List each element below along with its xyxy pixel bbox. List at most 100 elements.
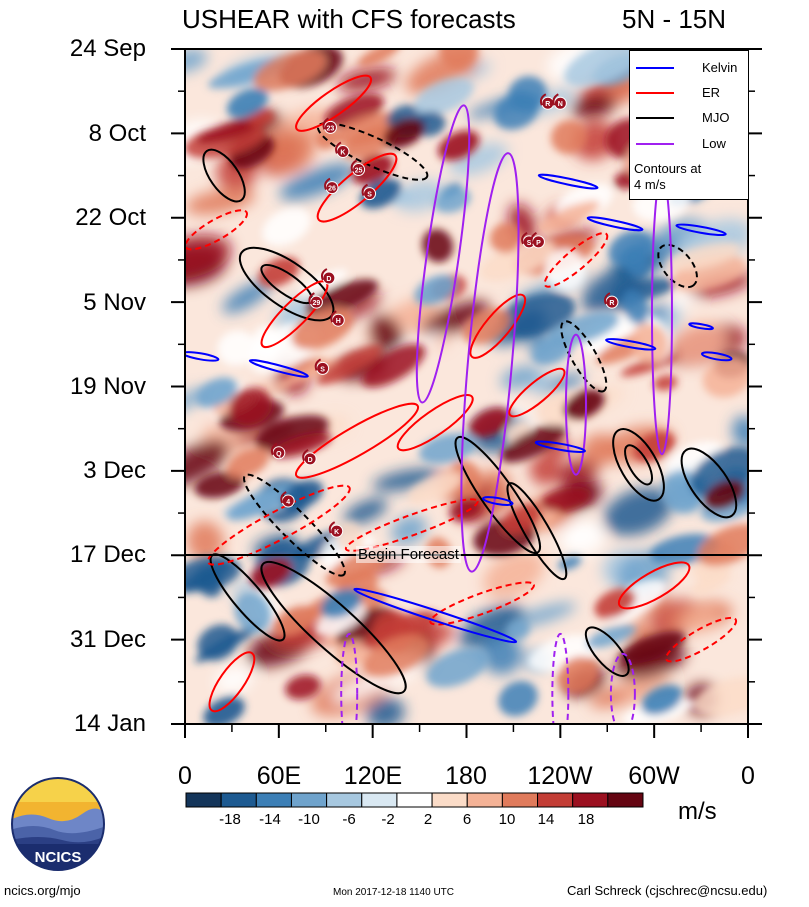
- legend-note: Contours at: [634, 161, 702, 176]
- low-contour: [340, 632, 359, 724]
- anomaly-core: [195, 377, 237, 408]
- colorbar-tick-label: -18: [219, 811, 241, 828]
- colorbar-swatch: [431, 792, 468, 808]
- storm-marker-label: H: [336, 318, 341, 325]
- x-tick-label: 60W: [628, 762, 680, 790]
- storm-marker: R: [539, 93, 555, 110]
- anomaly-patch: [557, 656, 600, 694]
- legend-swatch-mjo: [636, 117, 674, 119]
- anomaly-patch: [390, 515, 427, 545]
- anomaly-patch: [550, 119, 588, 155]
- anomaly-patch: [564, 49, 643, 87]
- anomaly-patch: [426, 647, 489, 688]
- x-tick-label: 0: [741, 762, 755, 790]
- anomaly-patch: [462, 61, 492, 80]
- anomaly-patch: [506, 619, 530, 640]
- footer-url[interactable]: ncics.org/mjo: [4, 883, 81, 898]
- storm-marker-label: P: [536, 240, 541, 247]
- anomaly-patch: [263, 128, 316, 174]
- anomaly-core: [641, 684, 683, 715]
- colorbar-tick-label: -10: [298, 811, 320, 828]
- anomaly-core: [563, 389, 605, 420]
- anomaly-patch: [489, 222, 523, 254]
- y-tick-label: 19 Nov: [69, 373, 146, 400]
- anomaly-patch: [439, 49, 478, 69]
- anomaly-patch: [691, 569, 732, 596]
- anomaly-patch: [536, 200, 600, 233]
- er-contour: [617, 561, 691, 610]
- anomaly-patch: [365, 697, 405, 724]
- mjo-contour: [454, 435, 542, 555]
- y-tick-label: 8 Oct: [88, 120, 146, 147]
- colorbar-swatch: [326, 792, 363, 808]
- anomaly-patch: [498, 680, 538, 717]
- er-contour: [208, 651, 256, 713]
- anomaly-patch: [693, 677, 748, 717]
- anomaly-patch: [666, 242, 741, 271]
- colorbar-tick-label: 18: [577, 811, 595, 828]
- anomaly-patch: [285, 674, 321, 700]
- colorbar-swatch: [466, 792, 503, 808]
- anomaly-patch: [414, 77, 474, 116]
- mjo-contour: [260, 560, 407, 695]
- mjo-contour: [202, 148, 246, 203]
- kelvin-contour: [700, 351, 733, 362]
- anomaly-core: [414, 275, 456, 306]
- storm-marker-label: K: [334, 529, 339, 536]
- anomaly-core: [531, 335, 574, 366]
- anomaly-patch: [499, 292, 576, 337]
- anomaly-patch: [620, 631, 686, 664]
- anomaly-patch: [226, 447, 270, 479]
- legend-swatch-low: [636, 143, 674, 145]
- storm-marker-label: R: [609, 300, 614, 307]
- anomaly-core: [703, 479, 746, 510]
- colorbar-swatch: [501, 792, 539, 808]
- anomaly-patch: [185, 49, 208, 73]
- colorbar-swatch: [396, 792, 433, 808]
- er-contour: [206, 484, 351, 566]
- storm-marker-label: D: [308, 457, 313, 464]
- storm-marker-label: 23: [327, 125, 335, 132]
- mjo-contour: [560, 320, 608, 393]
- storm-marker-label: 26: [328, 186, 336, 193]
- er-contour: [344, 498, 479, 552]
- anomaly-patch: [508, 76, 548, 112]
- legend-label: Kelvin: [702, 60, 738, 75]
- colorbar-swatch: [361, 792, 398, 808]
- er-contour: [429, 581, 535, 626]
- anomaly-core: [226, 88, 269, 119]
- anomaly-patch: [394, 180, 447, 212]
- storm-marker-label: S: [367, 192, 372, 199]
- storm-marker-label: N: [558, 101, 563, 108]
- footer-credit: Carl Schreck (cjschrec@ncsu.edu): [567, 883, 768, 898]
- anomaly-core: [203, 696, 245, 724]
- colorbar-tick-label: 6: [462, 811, 472, 828]
- chart-title: USHEAR with CFS forecasts: [182, 4, 516, 34]
- anomaly-patch: [194, 471, 245, 499]
- storm-marker: 23: [322, 117, 337, 134]
- mjo-contour: [242, 473, 346, 577]
- anomaly-patch: [270, 432, 332, 459]
- anomaly-patch: [343, 498, 388, 525]
- anomaly-patch: [361, 343, 426, 388]
- kelvin-contour: [248, 359, 309, 378]
- anomaly-patch: [229, 388, 273, 426]
- anomaly-patch: [372, 468, 442, 491]
- colorbar-swatch: [220, 792, 257, 808]
- storm-marker-label: D: [326, 276, 331, 283]
- anomaly-patch: [500, 423, 567, 463]
- storm-marker-label: 4: [286, 499, 290, 506]
- anomaly-patch: [342, 124, 399, 160]
- storm-marker-label: S: [320, 366, 325, 373]
- anomaly-core: [633, 431, 675, 462]
- anomaly-patch: [458, 604, 524, 650]
- storm-marker-label: 25: [355, 168, 363, 175]
- anomaly-core: [469, 407, 511, 438]
- x-tick-label: 120W: [527, 762, 593, 790]
- anomaly-patch: [586, 624, 637, 649]
- anomaly-patch: [234, 591, 272, 633]
- chart-subtitle: 5N - 15N: [622, 4, 727, 34]
- anomaly-patch: [669, 290, 697, 310]
- colorbar-tick-label: 10: [498, 811, 516, 828]
